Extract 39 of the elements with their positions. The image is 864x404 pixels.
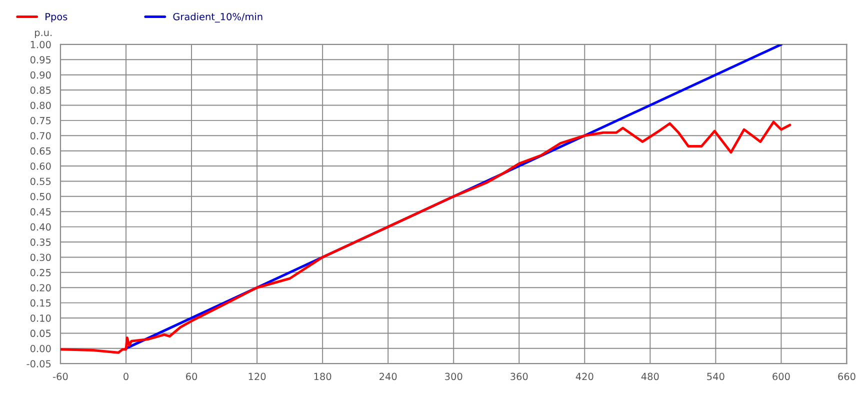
y-tick-label: 0.30 [30,254,51,262]
y-tick-label: 0.35 [30,238,51,246]
y-tick-label: 0.20 [30,284,51,292]
x-tick-label: -60 [53,372,68,380]
y-tick-label: 0.90 [30,71,51,79]
x-tick-label: 240 [380,372,397,380]
line-series [60,120,792,354]
x-tick-label: 360 [510,372,528,380]
y-tick-label: 0.75 [30,116,51,124]
legend-label: Gradient_10%/min [173,12,262,22]
x-tick-label: 180 [314,372,332,380]
y-tick-label: 0.85 [30,86,51,94]
x-tick-label: 60 [186,372,198,380]
x-tick-label: 600 [772,372,790,380]
y-tick-label: 0.15 [30,299,51,307]
x-tick-label: 120 [248,372,266,380]
y-tick-label: 0.45 [30,208,51,216]
y-tick-label: 1.00 [30,40,51,48]
y-tick-label: -0.05 [26,360,51,368]
y-tick-label: 0.60 [30,162,51,170]
y-tick-label: 0.00 [30,344,51,352]
legend-label: Ppos [46,13,68,22]
y-tick-label: 0.50 [30,192,51,200]
x-tick-label: 540 [707,372,724,380]
x-tick-label: 0 [124,372,128,380]
x-tick-label: 300 [445,372,462,380]
y-tick-label: 0.40 [30,223,51,231]
x-tick-label: 420 [576,372,594,380]
y-tick-label: 0.80 [30,102,51,110]
y-tick-label: 0.05 [30,330,51,338]
y-tick-label: 0.70 [30,132,51,140]
x-tick-label: 480 [641,372,659,380]
y-tick-label: 0.25 [30,268,51,276]
y-tick-label: 0.65 [30,147,51,155]
y-tick-label: 0.95 [30,56,51,64]
x-tick-label: 660 [838,372,856,380]
y-axis-title: p.u. [34,30,52,38]
y-tick-label: 0.55 [30,178,51,186]
y-tick-label: 0.10 [30,314,51,322]
